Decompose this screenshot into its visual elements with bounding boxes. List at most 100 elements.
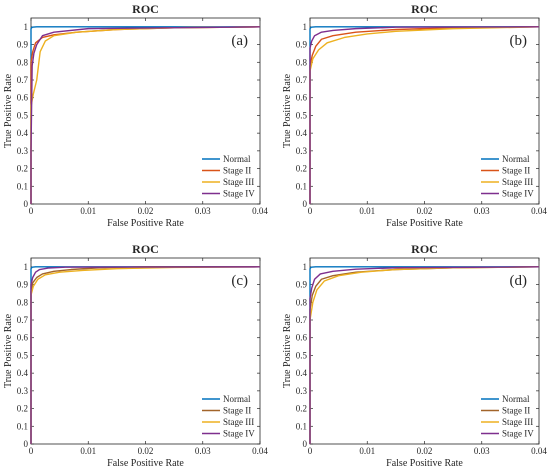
y-tick-label: 0 (303, 199, 308, 209)
y-tick-label: 1 (303, 262, 308, 272)
roc-panel-b: ROC 0 0.01 0.02 0.03 0.04 0 0.1 0.2 0.3 0.4 0.5 0.6 0… (282, 2, 547, 229)
x-tick-label: 0.03 (474, 206, 490, 216)
y-tick-label: 1 (24, 262, 29, 272)
legend-label: Stage II (502, 406, 530, 416)
chart-title: ROC (132, 242, 159, 256)
legend-label: Normal (223, 394, 251, 404)
panel-label: (a) (231, 33, 248, 49)
legend-label: Normal (223, 154, 251, 164)
series-line-stage-iii (309, 26, 540, 204)
y-tick-label: 0.5 (296, 110, 308, 120)
y-tick-label: 0.8 (17, 297, 29, 307)
y-tick-label: 0 (24, 439, 29, 449)
x-tick-label: 0.04 (252, 446, 268, 456)
x-tick-label: 0.02 (138, 206, 154, 216)
y-tick-label: 0.8 (17, 57, 29, 67)
series-line-stage-iv (309, 266, 540, 444)
y-tick-label: 0.8 (296, 297, 308, 307)
legend-label: Stage II (223, 406, 251, 416)
y-tick-label: 0.6 (296, 333, 308, 343)
x-tick-label: 0 (29, 206, 34, 216)
x-tick-label: 0.03 (195, 206, 211, 216)
y-tick-label: 0.7 (296, 315, 308, 325)
legend-label: Stage IV (502, 189, 534, 199)
chart-title: ROC (411, 2, 438, 16)
x-tick-label: 0 (29, 446, 34, 456)
y-tick-label: 1 (303, 22, 308, 32)
x-tick-label: 0.01 (359, 446, 375, 456)
y-tick-label: 0.4 (17, 368, 29, 378)
legend-label: Stage II (502, 166, 530, 176)
y-tick-label: 0.2 (17, 164, 28, 174)
y-tick-label: 0.2 (296, 404, 307, 414)
y-tick-label: 0.9 (296, 40, 308, 50)
x-axis-label: False Positive Rate (107, 458, 184, 469)
y-tick-label: 0.5 (17, 350, 29, 360)
chart-title: ROC (411, 242, 438, 256)
x-tick-label: 0.01 (359, 206, 375, 216)
legend-label: Stage III (502, 177, 533, 187)
series-line-stage-iii (30, 266, 261, 444)
y-tick-label: 0.3 (296, 146, 308, 156)
x-tick-label: 0.03 (195, 446, 211, 456)
y-tick-label: 0.1 (17, 181, 28, 191)
y-tick-label: 0.2 (296, 164, 307, 174)
y-tick-label: 0.6 (17, 93, 29, 103)
x-tick-label: 0 (308, 206, 313, 216)
y-tick-label: 1 (24, 22, 29, 32)
x-tick-label: 0.01 (80, 206, 96, 216)
x-axis-label: False Positive Rate (386, 458, 463, 469)
legend-label: Stage IV (502, 429, 534, 439)
chart-title: ROC (132, 2, 159, 16)
y-axis-label: True Positive Rate (282, 73, 293, 148)
y-tick-label: 0.9 (296, 280, 308, 290)
y-tick-label: 0.1 (296, 181, 307, 191)
roc-panel-a: ROC 0 0.01 0.02 0.03 0.04 0 0.1 0.2 0.3 0.4 0.5 0.6 0… (3, 2, 268, 229)
x-tick-label: 0.04 (252, 206, 268, 216)
x-axis-label: False Positive Rate (386, 218, 463, 229)
legend-label: Stage III (223, 177, 254, 187)
series-line-stage-iv (309, 26, 540, 204)
y-tick-label: 0.3 (17, 386, 29, 396)
y-tick-label: 0.1 (17, 421, 28, 431)
y-tick-label: 0.6 (17, 333, 29, 343)
legend-label: Stage III (502, 417, 533, 427)
legend-label: Normal (502, 394, 530, 404)
y-axis-label: True Positive Rate (3, 313, 14, 388)
panel-label: (c) (231, 273, 248, 289)
series-line-stage-ii (309, 26, 540, 204)
series-line-stage-iii (30, 26, 261, 204)
legend-label: Normal (502, 154, 530, 164)
x-tick-label: 0.02 (417, 206, 433, 216)
roc-panel-d: ROC 0 0.01 0.02 0.03 0.04 0 0.1 0.2 0.3 0.4 0.5 0.6 0… (282, 242, 547, 469)
x-tick-label: 0 (308, 446, 313, 456)
y-tick-label: 0.7 (296, 75, 308, 85)
y-tick-label: 0.2 (17, 404, 28, 414)
legend-label: Stage II (223, 166, 251, 176)
panel-label: (b) (510, 33, 528, 49)
x-tick-label: 0.02 (417, 446, 433, 456)
x-tick-label: 0.02 (138, 446, 154, 456)
series-line-stage-iv (30, 266, 261, 444)
x-tick-label: 0.01 (80, 446, 96, 456)
x-axis-label: False Positive Rate (107, 218, 184, 229)
series-line-stage-iv (30, 26, 261, 204)
y-tick-label: 0.4 (17, 128, 29, 138)
legend-label: Stage IV (223, 429, 255, 439)
y-tick-label: 0.3 (17, 146, 29, 156)
y-tick-label: 0.8 (296, 57, 308, 67)
y-tick-label: 0.5 (17, 110, 29, 120)
y-tick-label: 0.9 (17, 40, 29, 50)
y-tick-label: 0.1 (296, 421, 307, 431)
y-tick-label: 0.5 (296, 350, 308, 360)
y-tick-label: 0 (303, 439, 308, 449)
y-tick-label: 0.4 (296, 368, 308, 378)
y-tick-label: 0.4 (296, 128, 308, 138)
panel-label: (d) (510, 273, 528, 289)
y-tick-label: 0 (24, 199, 29, 209)
y-tick-label: 0.3 (296, 386, 308, 396)
x-tick-label: 0.03 (474, 446, 490, 456)
